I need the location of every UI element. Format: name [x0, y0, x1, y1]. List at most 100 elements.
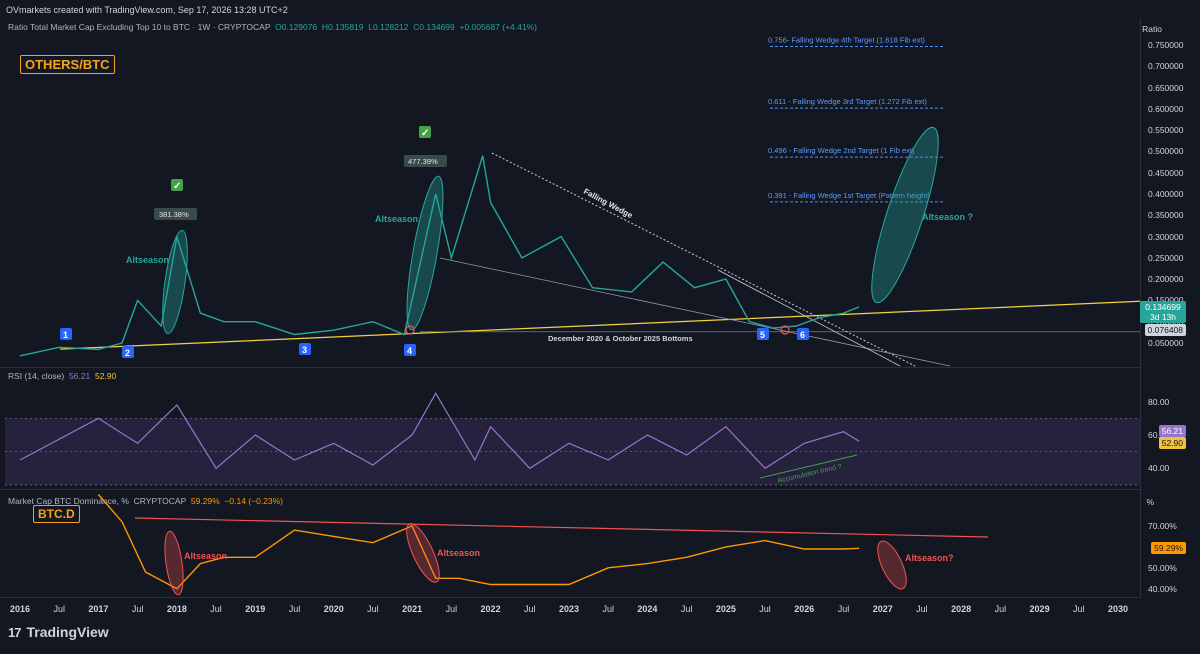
price-tick: 0.500000: [1148, 146, 1184, 157]
tradingview-brand: TradingView: [26, 624, 109, 640]
main-symbol: Ratio Total Market Cap Excluding Top 10 …: [8, 22, 271, 32]
current-price: 0.134699: [1145, 302, 1181, 312]
dominance-altseason-label-2: Altseason: [437, 548, 480, 558]
btcd-axis-title: %: [1146, 497, 1154, 507]
time-tick: Jul: [759, 604, 771, 614]
time-tick: 2027: [872, 604, 893, 614]
time-tick: Jul: [53, 604, 65, 614]
support-trendline: [59, 300, 1140, 350]
marker-box: [122, 346, 134, 358]
chart-canvas: 0.756- Falling Wedge 4th Target (1.618 F…: [5, 35, 1140, 596]
others-btc-tag: OTHERS/BTC: [20, 55, 115, 74]
price-tick: 0.350000: [1148, 210, 1184, 221]
marker-box: [797, 328, 809, 340]
rsi-tick: 40.00: [1148, 463, 1170, 474]
price-tick: 0.250000: [1148, 252, 1184, 263]
tradingview-logo: 17 TradingView: [8, 624, 109, 640]
time-tick: Jul: [1073, 604, 1085, 614]
price-tick: 0.650000: [1148, 82, 1184, 93]
time-tick: 2026: [794, 604, 815, 614]
time-tick: 2018: [166, 604, 187, 614]
dominance-altseason-label-1: Altseason: [184, 551, 227, 561]
bar-countdown: 3d 13h: [1150, 312, 1176, 322]
pct-box-2: [404, 155, 447, 167]
pane-divider-3: [0, 597, 1140, 598]
tradingview-mark-icon: 17: [8, 624, 22, 640]
time-tick: 2029: [1029, 604, 1050, 614]
price-tick: 0.750000: [1148, 40, 1184, 50]
btcd-value: 59.29%: [190, 496, 220, 506]
open-value: O0.129076: [275, 22, 318, 32]
accumulation-trendline: [759, 454, 858, 479]
time-tick: Jul: [994, 604, 1007, 614]
dominance-altseason-ellipse-2: [406, 523, 440, 583]
marker-3: 3: [302, 345, 307, 355]
btcd-legend: Market Cap BTC Dominance, % CRYPTOCAP 59…: [8, 496, 283, 506]
bottom-circle-2: [780, 325, 790, 335]
price-tick: 0.400000: [1148, 189, 1184, 199]
marker-box: [299, 343, 311, 355]
target-label: 0.391 - Falling Wedge 1st Target (Patter…: [768, 191, 930, 200]
target-label: 0.496 - Falling Wedge 2nd Target (1 Fib …: [768, 146, 915, 155]
close-value: C0.134699: [413, 22, 455, 32]
dominance-altseason-ellipse-3: [877, 540, 907, 590]
check-icon: [171, 179, 183, 191]
pct-label-2: 477.39%: [408, 157, 438, 166]
dominance-resistance-line: [134, 517, 989, 538]
time-tick: Jul: [367, 604, 379, 614]
price-tick: 0.050000: [1148, 338, 1184, 348]
marker-6: 6: [800, 330, 805, 340]
time-tick: 2021: [402, 604, 423, 614]
check-icon: [419, 126, 431, 138]
dominance-tick: 70.00%: [1148, 520, 1177, 531]
marker-2: 2: [125, 348, 130, 358]
btcd-current-label: 59.29%: [1151, 542, 1186, 554]
marker-4: 4: [407, 346, 412, 356]
main-legend: Ratio Total Market Cap Excluding Top 10 …: [8, 22, 537, 32]
price-tick: 0.200000: [1148, 274, 1184, 285]
time-tick: Jul: [524, 604, 536, 614]
level-price-label: 0.076408: [1144, 324, 1186, 336]
falling-wedge-label: Falling Wedge: [582, 187, 634, 221]
time-tick: 2030: [1107, 604, 1129, 614]
rsi-ma-label: 52.90: [1158, 437, 1186, 449]
pct-label-1: 381.38%: [159, 210, 189, 219]
marker-box: [404, 344, 416, 356]
time-tick: Jul: [680, 604, 693, 614]
time-tick: Jul: [210, 604, 222, 614]
time-tick: 2017: [88, 604, 109, 614]
rsi-tick: 80.00: [1148, 396, 1170, 407]
altseason-ellipse-2: [406, 175, 444, 331]
dominance-altseason-ellipse-1: [164, 530, 184, 596]
rsi-current-label: 56.21: [1158, 425, 1186, 437]
time-tick: 2022: [480, 604, 501, 614]
pct-box-1: [154, 208, 197, 220]
dominance-altseason-label-3: Altseason?: [905, 553, 954, 563]
low-value: L0.128212: [368, 22, 409, 32]
chart-creator-credit: OVmarkets created with TradingView.com, …: [6, 5, 288, 15]
time-tick: Jul: [288, 604, 301, 614]
wedge-upper-line: [491, 152, 916, 367]
time-tick: 2020: [323, 604, 344, 614]
rsi-legend: RSI (14, close) 56.21 52.90: [8, 371, 116, 381]
target-label: 0.611 - Falling Wedge 3rd Target (1.272 …: [768, 97, 927, 106]
price-tick: 0.150000: [1148, 295, 1183, 305]
marker-box: [60, 328, 72, 340]
altseason-ellipse-3: [871, 126, 939, 304]
check-icon-glyph: ✓: [173, 181, 181, 192]
marker-box: [757, 328, 769, 340]
altseason-label-2: Altseason: [375, 214, 418, 224]
price-tick: 0.700000: [1148, 61, 1184, 72]
wedge-inner-line: [717, 269, 901, 367]
price-tick: 0.450000: [1148, 167, 1184, 178]
time-tick: 2019: [245, 604, 266, 614]
change-value: +0.005687 (+4.41%): [459, 22, 537, 32]
pane-divider-2: [0, 489, 1140, 490]
time-tick: 2023: [558, 604, 580, 614]
time-tick: Jul: [916, 604, 928, 614]
time-tick: 2025: [715, 604, 736, 614]
rsi-line: [19, 392, 860, 470]
altseason-ellipse-1: [162, 229, 188, 335]
bottom-circle-1: [405, 325, 415, 335]
time-tick: Jul: [445, 604, 458, 614]
